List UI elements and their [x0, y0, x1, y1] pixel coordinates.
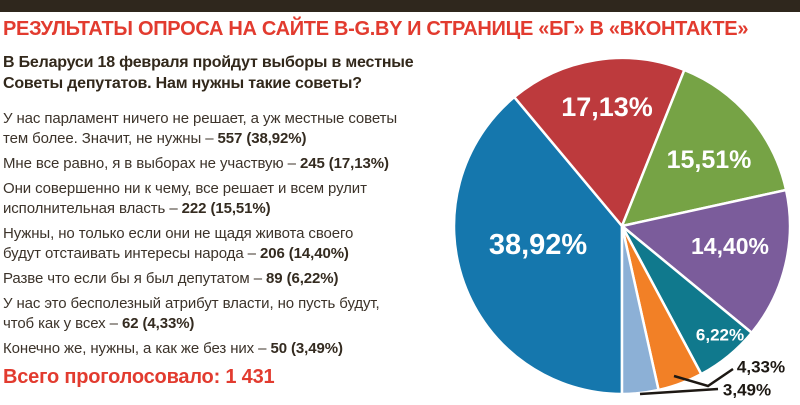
pie-label-leader-line	[639, 387, 719, 396]
poll-panel: В Беларуси 18 февраля пройдут выборы в м…	[3, 52, 455, 364]
option-text: Они совершенно ни к чему, все решает и в…	[3, 180, 367, 217]
pie-slice-38-92pct	[452, 95, 624, 396]
pie-slice-label: 17,13%	[561, 92, 653, 122]
option-text: Конечно же, нужны, а как же без них –	[3, 340, 267, 357]
option-text: У нас парламент ничего не решает, а уж м…	[3, 110, 398, 147]
poll-option: Разве что если бы я был депутатом – 89 (…	[3, 269, 455, 289]
top-bar	[0, 0, 800, 12]
poll-question: В Беларуси 18 февраля пройдут выборы в м…	[3, 54, 414, 92]
poll-options: У нас парламент ничего не решает, а уж м…	[3, 109, 455, 359]
pie-chart-svg: 38,92% 17,13% 15,51% 14,40% 6,22% 4,33% 3,49%	[452, 56, 792, 400]
option-value: 222 (15,51%)	[181, 200, 271, 217]
option-text: Нужны, но только если они не щадя живота…	[3, 225, 354, 262]
pie-slice-label: 6,22%	[696, 326, 744, 345]
pie-slice-17-13pct	[513, 56, 686, 228]
pie-slice-label: 3,49%	[723, 381, 771, 400]
page-title: РЕЗУЛЬТАТЫ ОПРОСА НА САЙТЕ B-G.BY И СТРА…	[3, 18, 749, 40]
poll-option: Нужны, но только если они не щадя живота…	[3, 224, 455, 264]
option-value: 89 (6,22%)	[266, 270, 339, 287]
pie-slice-label: 15,51%	[667, 146, 752, 174]
option-value: 557 (38,92%)	[217, 130, 307, 147]
option-value: 62 (4,33%)	[121, 315, 195, 332]
poll-option: Они совершенно ни к чему, все решает и в…	[3, 179, 455, 219]
option-value: 245 (17,13%)	[299, 155, 389, 172]
pie-slice-14-40pct	[620, 188, 792, 335]
option-value: 50 (3,49%)	[270, 340, 343, 357]
option-text: Мне все равно, я в выборах не участвую –	[3, 155, 296, 172]
poll-option: У нас это бесполезный атрибут власти, но…	[3, 294, 455, 334]
poll-option: У нас парламент ничего не решает, а уж м…	[3, 109, 455, 149]
pie-slice-15-51pct	[620, 68, 788, 228]
pie-slice-label: 38,92%	[489, 229, 588, 261]
pie-chart: 38,92% 17,13% 15,51% 14,40% 6,22% 4,33% 3,49%	[420, 40, 800, 400]
poll-option: Мне все равно, я в выборах не участвую –…	[3, 154, 455, 174]
poll-option: Конечно же, нужны, а как же без них – 50…	[3, 339, 455, 359]
total-votes: Всего проголосовало: 1 431	[3, 366, 275, 388]
pie-slice-label: 14,40%	[691, 233, 769, 259]
option-text: У нас это бесполезный атрибут власти, но…	[3, 295, 380, 332]
option-text: Разве что если бы я был депутатом –	[3, 270, 262, 287]
option-value: 206 (14,40%)	[259, 245, 349, 262]
pie-label-leader-line	[673, 367, 734, 388]
pie-slice-label: 4,33%	[737, 358, 785, 377]
